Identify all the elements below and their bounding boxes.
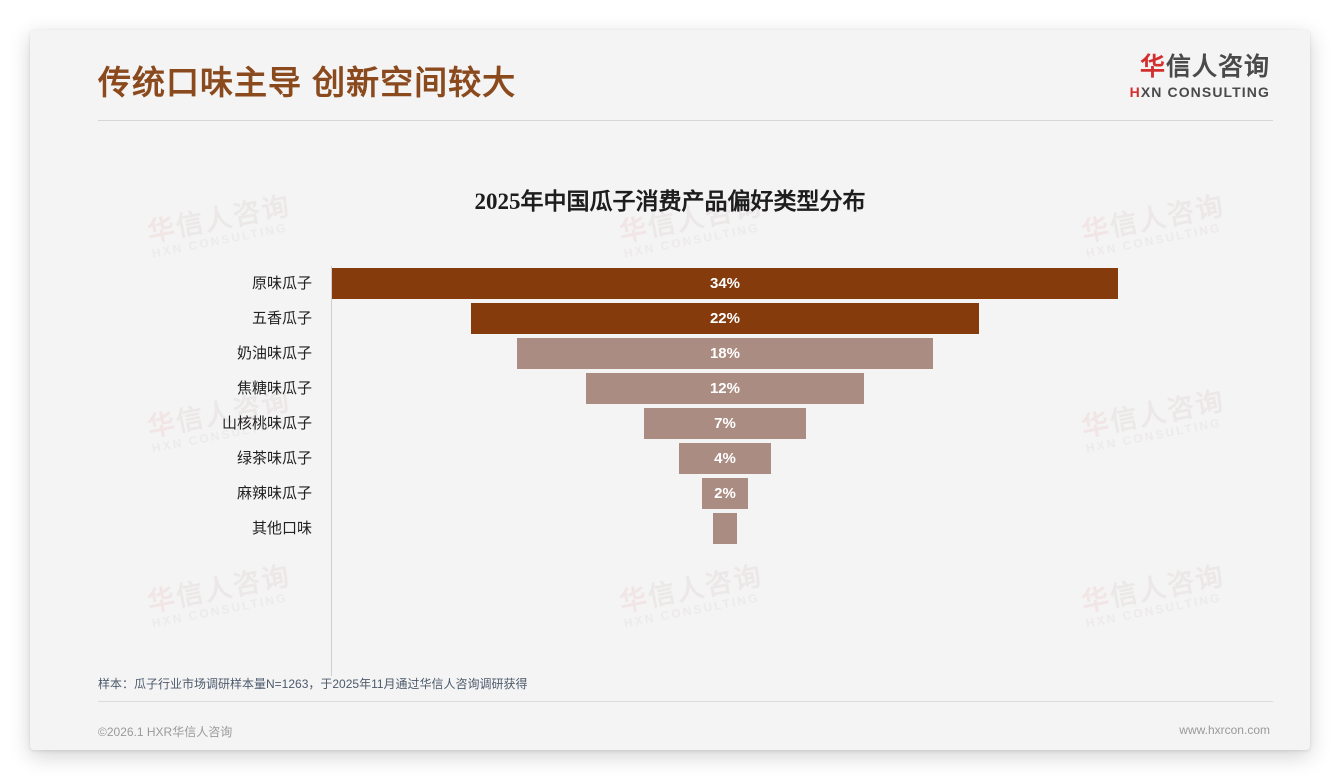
funnel-row: 其他口味 (170, 511, 1170, 546)
category-label: 其他口味 (251, 520, 312, 537)
brand-logo-cn-rest: 信人咨询 (1165, 53, 1270, 81)
bar-track (332, 511, 1170, 546)
bar-track: 18% (332, 336, 1170, 371)
copyright-text: ©2026.1 HXR华信人咨询 (98, 725, 233, 739)
bar-value-label: 18% (709, 345, 740, 362)
bar-track: 2% (332, 476, 1170, 511)
bar-value-label: 4% (714, 450, 736, 467)
funnel-row: 原味瓜子 34% (170, 266, 1170, 301)
footnote-section: 样本：瓜子行业市场调研样本量N=1263，于2025年11月通过华信人咨询调研获… (98, 675, 1273, 702)
funnel-bar[interactable]: 18% (516, 338, 934, 369)
brand-logo-en-rest: XN CONSULTING (1140, 83, 1270, 100)
brand-logo-cn-red: 华 (1139, 53, 1166, 81)
slide-header: 传统口味主导 创新空间较大 华信人咨询 HXN CONSULTING (30, 30, 1310, 128)
category-label: 绿茶味瓜子 (236, 450, 312, 467)
bar-track: 34% (332, 266, 1170, 301)
funnel-bar[interactable]: 4% (678, 443, 772, 474)
bar-value-label: 12% (709, 380, 740, 397)
brand-logo-en-red: H (1129, 83, 1141, 100)
category-label: 五香瓜子 (251, 310, 312, 327)
bar-value-label: 7% (714, 415, 736, 432)
funnel-bar[interactable]: 12% (586, 373, 864, 404)
slide-footer: ©2026.1 HXR华信人咨询 www.hxrcon.com (30, 714, 1310, 750)
footnote-divider (98, 701, 1273, 702)
page-title: 传统口味主导 创新空间较大 (98, 64, 517, 101)
funnel-row: 五香瓜子 22% (170, 301, 1170, 336)
category-label: 山核桃味瓜子 (221, 415, 312, 432)
category-label: 麻辣味瓜子 (236, 485, 312, 502)
chart-title: 2025年中国瓜子消费产品偏好类型分布 (474, 189, 866, 214)
funnel-bar[interactable] (713, 513, 737, 544)
bar-value-label: 22% (709, 310, 740, 327)
category-label: 焦糖味瓜子 (236, 380, 312, 397)
funnel-row: 焦糖味瓜子 12% (170, 371, 1170, 406)
funnel-row: 麻辣味瓜子 2% (170, 476, 1170, 511)
brand-logo-en: HXN CONSULTING (1130, 84, 1270, 100)
funnel-bar[interactable]: 2% (701, 478, 749, 509)
bar-track: 12% (332, 371, 1170, 406)
funnel-row: 山核桃味瓜子 7% (170, 406, 1170, 441)
category-label: 原味瓜子 (251, 275, 312, 292)
brand-logo: 华信人咨询 HXN CONSULTING (1130, 53, 1270, 100)
bar-track: 4% (332, 441, 1170, 476)
header-divider (98, 120, 1273, 121)
funnel-chart: 原味瓜子 34% 五香瓜子 22% 奶油味瓜子 18% 焦糖味瓜子 12% 山核桃味瓜子 7% 绿茶… (170, 266, 1170, 676)
bar-value-label: 34% (709, 275, 741, 292)
funnel-row: 奶油味瓜子 18% (170, 336, 1170, 371)
chart-area: 2025年中国瓜子消费产品偏好类型分布 原味瓜子 34% 五香瓜子 22% 奶油味瓜子 1… (30, 128, 1310, 688)
funnel-bar[interactable]: 22% (470, 303, 980, 334)
bar-value-label: 2% (714, 485, 736, 502)
funnel-bar[interactable]: 34% (332, 268, 1118, 299)
category-label: 奶油味瓜子 (236, 345, 312, 362)
funnel-bar[interactable]: 7% (644, 408, 806, 439)
chart-axis-line (331, 266, 332, 676)
slide-card: 华信人咨询 HXN CONSULTING 华信人咨询 HXN CONSULTIN… (30, 30, 1310, 750)
funnel-row: 绿茶味瓜子 4% (170, 441, 1170, 476)
brand-logo-cn: 华信人咨询 (1130, 53, 1270, 82)
website-link[interactable]: www.hxrcon.com (1179, 723, 1270, 737)
source-footnote: 样本：瓜子行业市场调研样本量N=1263，于2025年11月通过华信人咨询调研获… (98, 677, 528, 691)
bar-track: 22% (332, 301, 1170, 336)
bar-track: 7% (332, 406, 1170, 441)
